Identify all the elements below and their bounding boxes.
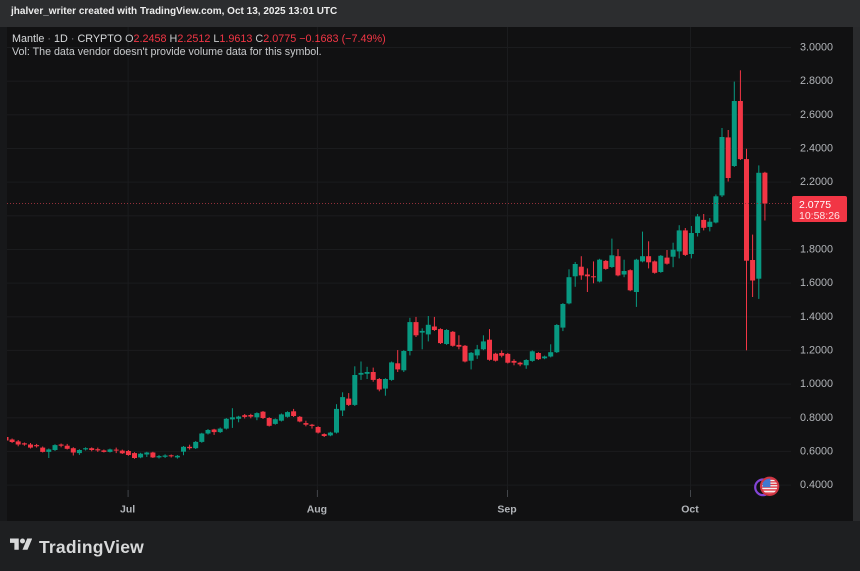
svg-text:1.2000: 1.2000 xyxy=(800,344,833,356)
svg-text:1.6000: 1.6000 xyxy=(800,277,833,289)
svg-text:Aug: Aug xyxy=(307,504,327,516)
svg-text:0.8000: 0.8000 xyxy=(800,412,833,424)
svg-text:2.4000: 2.4000 xyxy=(800,143,833,155)
svg-text:1.0000: 1.0000 xyxy=(800,378,833,390)
svg-text:3.0000: 3.0000 xyxy=(800,42,833,54)
svg-text:1.4000: 1.4000 xyxy=(800,311,833,323)
svg-text:Sep: Sep xyxy=(497,504,516,516)
svg-text:10:58:26: 10:58:26 xyxy=(799,210,840,222)
svg-text:Oct: Oct xyxy=(681,504,699,516)
svg-text:2.6000: 2.6000 xyxy=(800,109,833,121)
svg-text:Jul: Jul xyxy=(120,504,135,516)
svg-text:2.0775: 2.0775 xyxy=(799,199,831,211)
svg-text:1.8000: 1.8000 xyxy=(800,244,833,256)
svg-text:0.4000: 0.4000 xyxy=(800,479,833,491)
svg-text:2.2000: 2.2000 xyxy=(800,176,833,188)
svg-text:2.8000: 2.8000 xyxy=(800,75,833,87)
svg-text:0.6000: 0.6000 xyxy=(800,445,833,457)
